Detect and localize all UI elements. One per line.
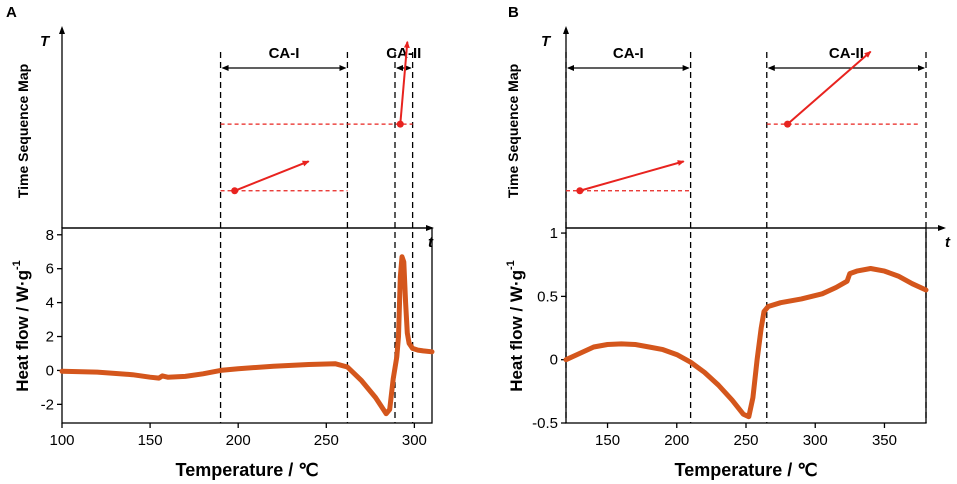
region-markers: CA-I CA-II bbox=[565, 45, 927, 423]
time-sequence-arrows bbox=[566, 50, 920, 195]
top-axis-x-label: t bbox=[428, 234, 434, 251]
region-label: CA-I bbox=[613, 45, 644, 62]
panel-label: A bbox=[6, 4, 17, 21]
tsm-arrow bbox=[234, 160, 310, 192]
y-axis-label-text: Heat flow / W·g bbox=[507, 270, 526, 392]
region-label: CA-II bbox=[829, 45, 864, 62]
y-axis-label-superscript: -1 bbox=[11, 260, 23, 270]
tsm-start-point bbox=[231, 187, 239, 195]
y-tick-label: 8 bbox=[46, 227, 54, 244]
x-tick-label: 300 bbox=[402, 432, 427, 449]
x-tick-label: 350 bbox=[872, 432, 897, 449]
top-ylabel: Time Sequence Map bbox=[15, 64, 31, 198]
x-tick-label: 250 bbox=[314, 432, 339, 449]
x-tick-label: 150 bbox=[138, 432, 163, 449]
y-axis-label-superscript: -1 bbox=[505, 260, 517, 270]
y-ticks: -0.5 0 0.5 1 bbox=[532, 225, 566, 432]
x-tick-label: 200 bbox=[664, 432, 689, 449]
region-label: CA-II bbox=[386, 45, 421, 62]
y-tick-label: 0 bbox=[550, 352, 558, 369]
y-tick-label: 1 bbox=[550, 225, 558, 242]
x-tick-label: 200 bbox=[226, 432, 251, 449]
y-axis-label: Heat flow / W·g-1 bbox=[11, 260, 32, 392]
x-tick-label: 300 bbox=[803, 432, 828, 449]
tsm-start-point bbox=[396, 120, 404, 128]
tsm-arrow bbox=[399, 40, 410, 125]
tsm-arrow bbox=[786, 50, 872, 125]
heat-flow-curve bbox=[59, 254, 435, 417]
y-axis-label: Heat flow / W·g-1 bbox=[505, 260, 526, 392]
y-tick-label: -0.5 bbox=[532, 415, 558, 432]
region-label: CA-I bbox=[269, 45, 300, 62]
x-axis-label: Temperature / ℃ bbox=[675, 460, 818, 480]
y-tick-label: -2 bbox=[41, 396, 54, 413]
x-tick-label: 250 bbox=[733, 432, 758, 449]
top-axis-y-label: T bbox=[541, 33, 552, 50]
top-ylabel: Time Sequence Map bbox=[505, 64, 521, 198]
tsm-start-point bbox=[784, 120, 792, 128]
panel-a: A T t Time Sequence Map CA-I CA-II -2 0 2 4 6… bbox=[6, 4, 435, 480]
y-tick-label: 4 bbox=[46, 295, 54, 312]
y-tick-label: 2 bbox=[46, 329, 54, 346]
y-tick-label: 0 bbox=[46, 362, 54, 379]
time-sequence-arrows bbox=[220, 40, 413, 195]
panel-b: B T t Time Sequence Map CA-I CA-II -0.5 0 0… bbox=[505, 4, 951, 480]
x-tick-label: 100 bbox=[49, 432, 74, 449]
panel-label: B bbox=[508, 4, 519, 21]
region-markers: CA-I CA-II bbox=[219, 45, 421, 423]
plot-frame bbox=[61, 227, 433, 424]
top-axis-x-label: t bbox=[945, 234, 951, 251]
y-axis-label-text: Heat flow / W·g bbox=[13, 270, 32, 392]
x-ticks: 150 200 250 300 350 bbox=[595, 423, 897, 449]
x-ticks: 100 150 200 250 300 bbox=[49, 423, 427, 449]
plot-frame bbox=[565, 227, 927, 424]
y-ticks: -2 0 2 4 6 8 bbox=[41, 227, 62, 413]
heat-flow-curve bbox=[563, 266, 929, 420]
y-tick-label: 6 bbox=[46, 261, 54, 278]
y-tick-label: 0.5 bbox=[537, 288, 558, 305]
top-axis-y-label: T bbox=[40, 33, 51, 50]
x-tick-label: 150 bbox=[595, 432, 620, 449]
x-axis-label: Temperature / ℃ bbox=[176, 460, 319, 480]
tsm-arrow bbox=[579, 160, 685, 192]
tsm-start-point bbox=[576, 187, 584, 195]
